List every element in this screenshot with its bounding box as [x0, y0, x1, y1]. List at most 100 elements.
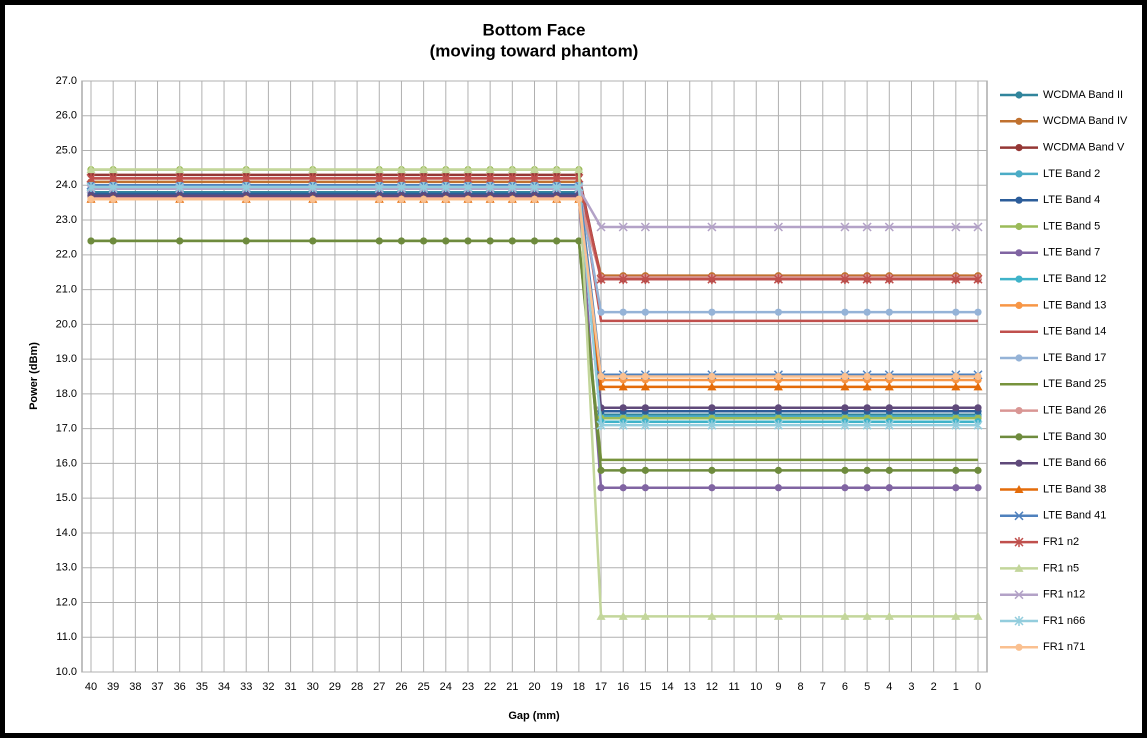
marker: [442, 195, 450, 203]
x-tick-label: 38: [129, 681, 141, 693]
marker: [973, 382, 983, 391]
x-tick-label: 37: [151, 681, 163, 693]
marker: [952, 466, 960, 474]
marker: [707, 382, 717, 391]
marker: [841, 308, 849, 316]
marker: [640, 222, 650, 232]
x-tick-label: 6: [842, 681, 848, 693]
marker: [885, 404, 893, 412]
marker: [951, 222, 961, 232]
marker: [640, 611, 650, 620]
marker: [840, 420, 850, 431]
marker: [862, 222, 872, 232]
marker: [108, 173, 118, 184]
legend-marker: [1015, 433, 1023, 441]
marker: [708, 404, 716, 412]
marker: [309, 195, 317, 203]
y-tick-label: 10.0: [56, 666, 77, 678]
marker: [862, 611, 872, 620]
marker: [862, 274, 872, 285]
marker: [863, 466, 871, 474]
marker: [574, 165, 584, 174]
legend-marker: [1014, 537, 1024, 548]
y-tick-label: 21.0: [56, 283, 77, 295]
legend-marker: [1015, 117, 1023, 125]
legend-marker: [1015, 170, 1023, 178]
marker: [374, 173, 384, 184]
marker: [420, 237, 428, 245]
marker: [884, 382, 894, 391]
marker: [308, 182, 318, 193]
legend-marker: [1015, 249, 1023, 257]
x-tick-label: 25: [418, 681, 430, 693]
x-tick-label: 16: [617, 681, 629, 693]
marker: [420, 195, 428, 203]
legend-marker: [1014, 485, 1024, 493]
marker: [773, 222, 783, 232]
legend-marker: [1015, 222, 1023, 231]
x-tick-label: 11: [728, 681, 739, 693]
x-tick-label: 39: [107, 681, 119, 693]
y-tick-label: 18.0: [56, 388, 77, 400]
y-tick-label: 27.0: [56, 75, 77, 87]
y-tick-label: 11.0: [56, 631, 77, 643]
marker: [553, 237, 561, 245]
marker: [774, 372, 783, 381]
x-tick-label: 19: [551, 681, 563, 693]
x-tick-label: 10: [750, 681, 762, 693]
marker: [951, 611, 961, 620]
x-tick-label: 36: [174, 681, 186, 693]
x-tick-label: 0: [975, 681, 981, 693]
marker: [619, 484, 627, 492]
legend-marker: [1014, 616, 1024, 626]
legend-marker: [1015, 407, 1023, 415]
x-tick-label: 28: [351, 681, 363, 693]
x-tick-label: 17: [595, 681, 607, 693]
x-tick-label: 5: [864, 681, 870, 693]
marker: [109, 195, 117, 203]
marker: [441, 165, 451, 174]
marker: [463, 173, 473, 184]
x-tick-label: 33: [240, 681, 252, 693]
x-tick-label: 24: [440, 681, 452, 693]
marker: [529, 173, 540, 184]
y-tick-label: 16.0: [56, 457, 77, 469]
x-tick-label: 32: [262, 681, 274, 693]
legend-label: LTE Band 17: [1043, 352, 1106, 364]
marker: [619, 372, 627, 381]
x-tick-label: 30: [307, 681, 319, 693]
marker: [841, 466, 849, 474]
marker: [575, 195, 583, 203]
series: [87, 237, 982, 474]
x-tick-label: 2: [931, 681, 937, 693]
marker: [529, 182, 540, 193]
marker: [708, 466, 716, 474]
marker: [619, 404, 627, 412]
marker: [641, 308, 649, 316]
marker: [308, 165, 318, 174]
x-tick-label: 18: [573, 681, 585, 693]
x-tick-label: 9: [775, 681, 781, 693]
series: [86, 182, 983, 431]
marker: [485, 182, 495, 193]
marker: [618, 382, 628, 391]
legend-marker: [1015, 275, 1023, 283]
marker: [974, 484, 982, 492]
marker: [508, 195, 516, 203]
x-tick-label: 40: [85, 681, 97, 693]
marker: [375, 237, 383, 245]
legend-marker: [1015, 144, 1023, 152]
marker: [708, 484, 716, 492]
marker: [885, 466, 893, 474]
x-axis-label: Gap (mm): [508, 710, 560, 722]
marker: [952, 404, 960, 412]
legend-marker: [1015, 354, 1023, 362]
legend-label: WCDMA Band V: [1043, 142, 1125, 154]
marker: [974, 404, 982, 412]
series: [87, 195, 982, 381]
marker: [486, 195, 494, 203]
marker: [974, 308, 982, 316]
marker: [951, 420, 961, 431]
marker: [463, 182, 473, 193]
